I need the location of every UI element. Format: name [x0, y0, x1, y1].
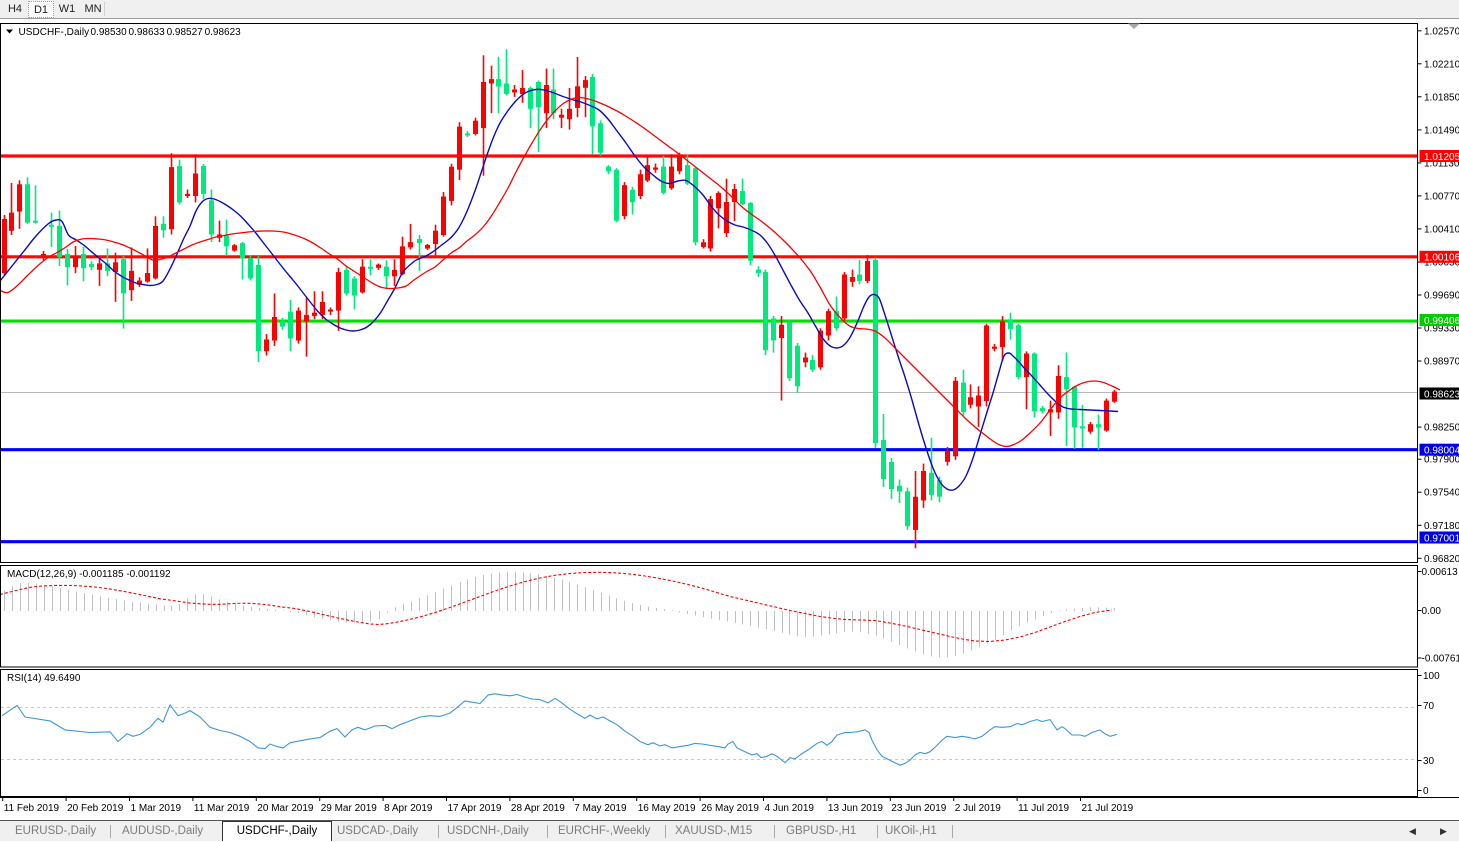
svg-text:0: 0: [1423, 786, 1429, 797]
svg-text:0.99690: 0.99690: [1424, 291, 1459, 302]
svg-text:0.98250: 0.98250: [1424, 423, 1459, 434]
svg-text:100: 100: [1423, 671, 1440, 682]
svg-text:28 Apr 2019: 28 Apr 2019: [511, 803, 565, 814]
svg-text:13 Jun 2019: 13 Jun 2019: [828, 803, 883, 814]
svg-text:0.00: 0.00: [1422, 606, 1442, 617]
svg-text:0.98004: 0.98004: [1424, 446, 1459, 457]
svg-text:30: 30: [1423, 756, 1435, 767]
svg-text:11 Jul 2019: 11 Jul 2019: [1018, 803, 1069, 814]
svg-text:RSI(14) 49.6490: RSI(14) 49.6490: [7, 673, 81, 684]
svg-text:20 Feb 2019: 20 Feb 2019: [67, 803, 124, 814]
svg-text:17 Apr 2019: 17 Apr 2019: [448, 803, 502, 814]
svg-text:MACD(12,26,9) -0.001185 -0.001: MACD(12,26,9) -0.001185 -0.001192: [7, 569, 171, 580]
svg-text:2 Jul 2019: 2 Jul 2019: [955, 803, 1002, 814]
svg-text:26 May 2019: 26 May 2019: [701, 803, 759, 814]
svg-text:1.02210: 1.02210: [1424, 59, 1459, 70]
svg-text:1 Mar 2019: 1 Mar 2019: [131, 803, 182, 814]
svg-text:7 May 2019: 7 May 2019: [574, 803, 627, 814]
svg-text:23 Jun 2019: 23 Jun 2019: [891, 803, 946, 814]
svg-text:1.01205: 1.01205: [1424, 152, 1459, 163]
svg-text:0.98527: 0.98527: [167, 27, 204, 38]
svg-text:4 Jun 2019: 4 Jun 2019: [765, 803, 815, 814]
svg-text:0.97540: 0.97540: [1424, 488, 1459, 499]
svg-text:0.96820: 0.96820: [1424, 554, 1459, 565]
svg-text:8 Apr 2019: 8 Apr 2019: [384, 803, 433, 814]
svg-text:21 Jul 2019: 21 Jul 2019: [1082, 803, 1134, 814]
svg-text:1.01850: 1.01850: [1424, 92, 1459, 103]
svg-text:0.97001: 0.97001: [1424, 533, 1459, 544]
svg-text:70: 70: [1423, 701, 1435, 712]
svg-text:-0.00761: -0.00761: [1422, 654, 1459, 665]
svg-text:USDCHF-,Daily: USDCHF-,Daily: [19, 27, 90, 38]
svg-text:1.00410: 1.00410: [1424, 224, 1459, 235]
svg-text:0.00613: 0.00613: [1422, 567, 1459, 578]
svg-text:0.97180: 0.97180: [1424, 521, 1459, 532]
svg-text:11 Feb 2019: 11 Feb 2019: [4, 803, 60, 814]
svg-text:0.98623: 0.98623: [205, 27, 242, 38]
svg-text:1.00770: 1.00770: [1424, 191, 1459, 202]
svg-text:20 Mar 2019: 20 Mar 2019: [257, 803, 314, 814]
svg-text:1.01490: 1.01490: [1424, 125, 1459, 136]
svg-text:1.02570: 1.02570: [1424, 26, 1459, 37]
svg-text:0.98623: 0.98623: [1424, 389, 1459, 400]
svg-text:0.99406: 0.99406: [1424, 316, 1459, 327]
svg-text:29 Mar 2019: 29 Mar 2019: [321, 803, 378, 814]
svg-text:11 Mar 2019: 11 Mar 2019: [194, 803, 250, 814]
svg-text:0.98530: 0.98530: [91, 27, 128, 38]
svg-text:16 May 2019: 16 May 2019: [638, 803, 696, 814]
svg-text:1.00106: 1.00106: [1424, 253, 1459, 264]
svg-text:0.98633: 0.98633: [129, 27, 166, 38]
svg-text:0.98970: 0.98970: [1424, 357, 1459, 368]
